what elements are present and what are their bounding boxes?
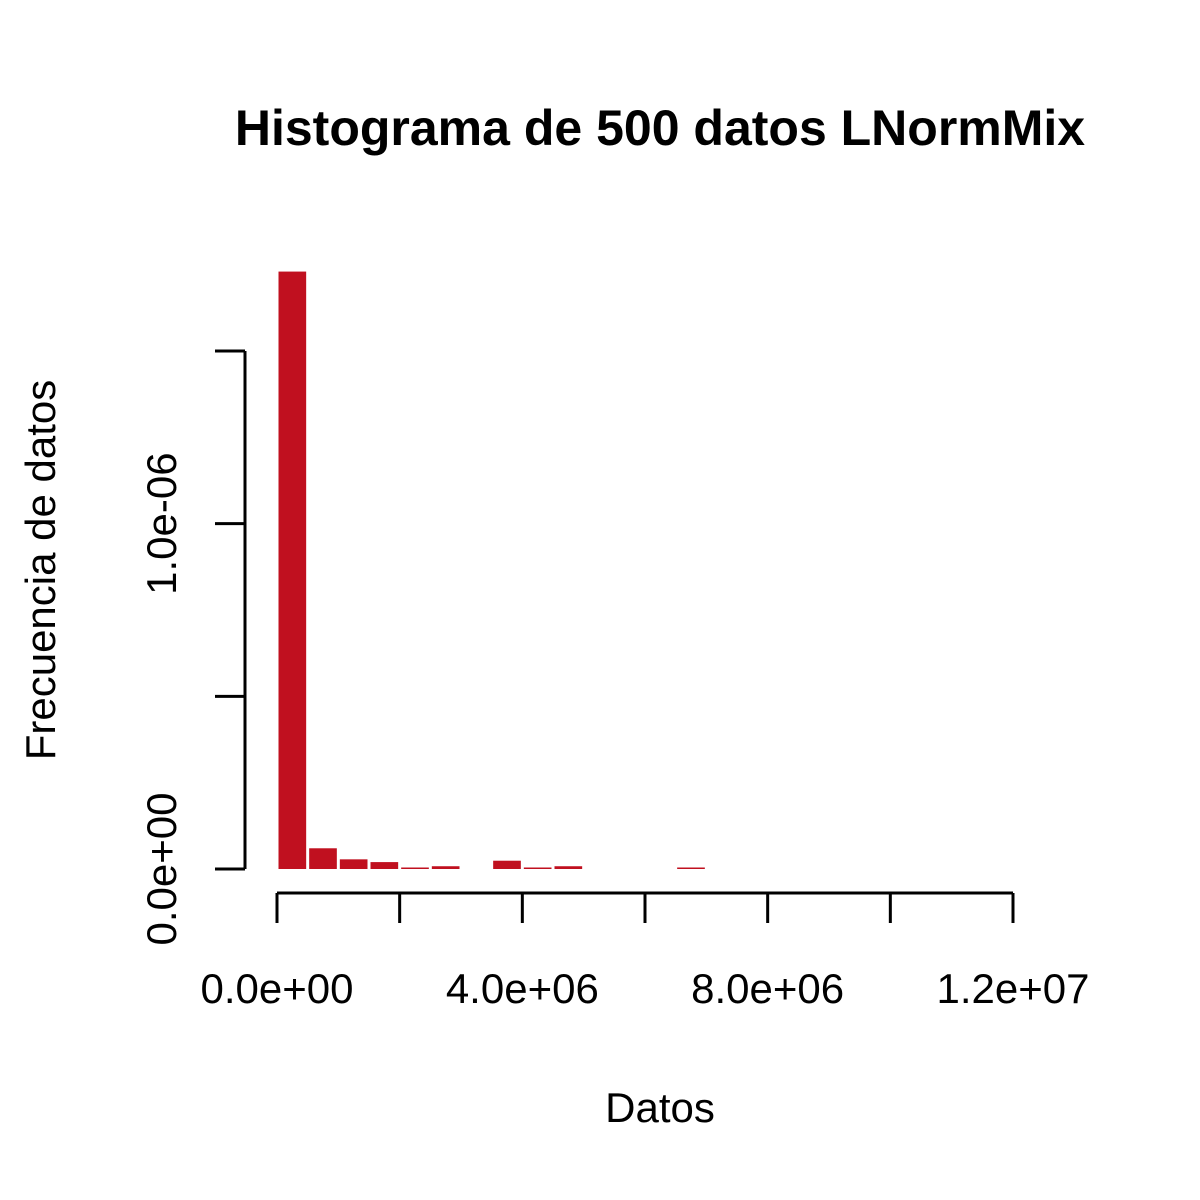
histogram-bar: [554, 866, 583, 869]
x-axis-label: Datos: [605, 1084, 715, 1131]
x-tick-label: 1.2e+07: [937, 965, 1090, 1012]
histogram-bar: [677, 867, 705, 869]
y-tick-label: 1.0e-06: [138, 452, 185, 594]
x-tick-label: 4.0e+06: [446, 965, 599, 1012]
histogram-bar: [309, 848, 337, 869]
bars-group: [278, 271, 705, 869]
y-axis: 0.0e+00 1.0e-06: [138, 349, 247, 946]
histogram-bar: [401, 867, 429, 869]
histogram-bar: [278, 271, 307, 869]
chart-title: Histograma de 500 datos LNormMix: [235, 100, 1085, 156]
histogram-bar: [493, 860, 521, 869]
y-tick-label: 0.0e+00: [138, 793, 185, 946]
histogram-bar: [339, 859, 368, 869]
x-axis: 0.0e+00 4.0e+06 8.0e+06 1.2e+07: [201, 891, 1090, 1012]
histogram-bar: [370, 862, 399, 869]
y-axis-label: Frecuencia de datos: [17, 380, 64, 761]
x-tick-label: 8.0e+06: [691, 965, 844, 1012]
histogram-bar: [523, 867, 552, 869]
x-tick-label: 0.0e+00: [201, 965, 354, 1012]
histogram-bar: [431, 866, 460, 869]
